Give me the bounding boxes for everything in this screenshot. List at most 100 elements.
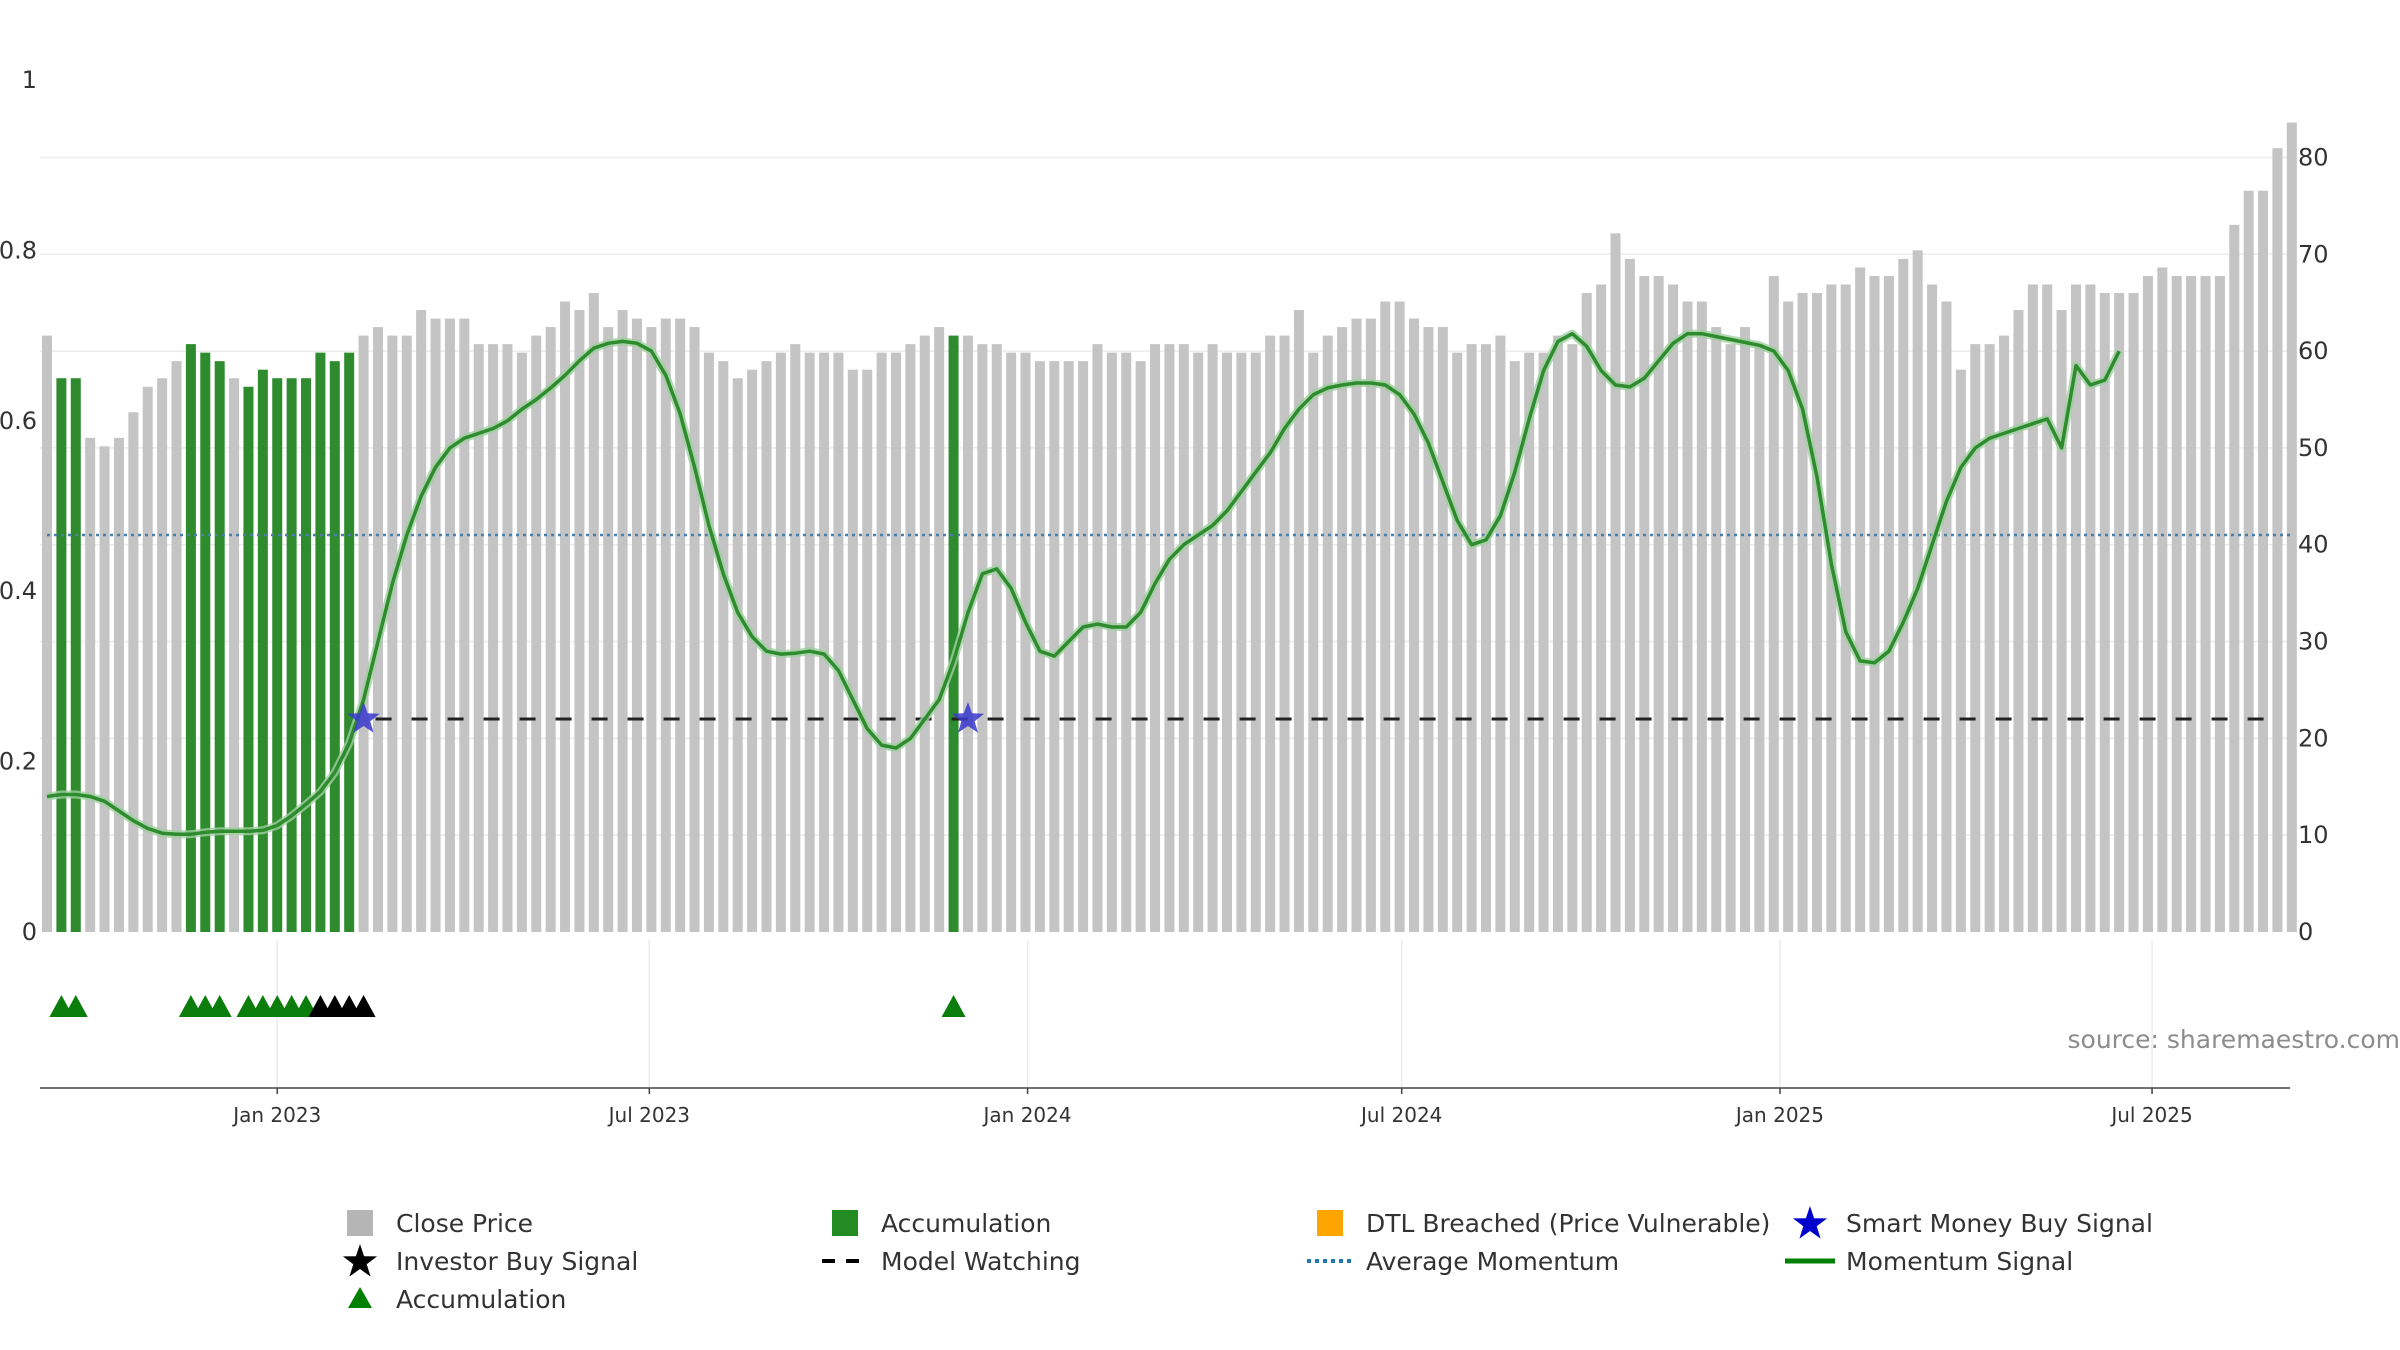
close-price-bar	[862, 369, 873, 932]
close-price-bar	[560, 301, 571, 932]
close-price-bar	[1308, 352, 1319, 932]
legend-item: Accumulation	[330, 1281, 566, 1317]
x-tick-label: Jan 2025	[1734, 1103, 1824, 1127]
close-price-bar	[85, 437, 96, 932]
close-price-bar	[401, 335, 412, 933]
price-bars	[42, 122, 2297, 933]
accumulation-bar	[315, 352, 326, 932]
close-price-bar	[1164, 344, 1175, 932]
accumulation-bar	[214, 361, 225, 932]
close-price-bar	[1826, 284, 1837, 933]
close-price-bar	[1754, 344, 1765, 932]
close-price-bar	[790, 344, 801, 932]
close-price-bar	[631, 318, 642, 932]
close-price-bar	[1783, 301, 1794, 932]
right-axis-label: 0	[2298, 918, 2313, 946]
close-price-bar	[430, 318, 441, 932]
accumulation-marker	[63, 995, 88, 1017]
close-price-bar	[977, 344, 988, 932]
close-price-bar	[804, 352, 815, 932]
close-price-bar	[1509, 361, 1520, 932]
close-price-bar	[732, 378, 743, 932]
close-price-bar	[1552, 335, 1563, 933]
accumulation-marker	[207, 995, 232, 1017]
legend-item: Investor Buy Signal	[330, 1243, 638, 1279]
close-price-bar	[1265, 335, 1276, 933]
close-price-bar	[819, 352, 830, 932]
legend-item: Accumulation	[815, 1205, 1051, 1241]
right-axis-label: 80	[2298, 143, 2329, 171]
close-price-bar	[703, 352, 714, 932]
legend-symbol	[330, 1205, 390, 1241]
close-price-bar	[2056, 310, 2067, 932]
momentum-signal-line	[46, 331, 2121, 836]
legend-label: Investor Buy Signal	[396, 1246, 639, 1276]
close-price-bar	[2171, 275, 2182, 933]
accumulation-bar	[344, 352, 355, 932]
close-price-bar	[1624, 258, 1635, 932]
close-price-bar	[1984, 344, 1995, 932]
accumulation-bar	[243, 386, 254, 933]
close-price-bar	[1927, 284, 1938, 933]
close-price-bar	[1883, 275, 1894, 933]
close-price-bar	[1365, 318, 1376, 932]
close-price-bar	[1351, 318, 1362, 932]
close-price-bar	[1682, 301, 1693, 932]
close-price-bar	[747, 369, 758, 932]
chart-legend: Close Price Accumulation DTL Breached (Pri…	[0, 1205, 2400, 1335]
accumulation-bar	[200, 352, 211, 932]
close-price-bar	[2114, 293, 2125, 932]
close-price-bar	[2243, 190, 2254, 932]
x-tick-label: Jan 2024	[982, 1103, 1072, 1127]
legend-label: Momentum Signal	[1846, 1246, 2074, 1276]
close-price-bar	[1322, 335, 1333, 933]
close-price-bar	[1495, 335, 1506, 933]
legend-symbol	[330, 1281, 390, 1317]
close-price-bar	[1768, 275, 1779, 933]
close-price-bar	[1078, 361, 1089, 932]
accumulation-bar	[70, 378, 81, 932]
close-price-bar	[905, 344, 916, 932]
close-price-bar	[358, 335, 369, 933]
close-price-bar	[1106, 352, 1117, 932]
close-price-bar	[2186, 275, 2197, 933]
close-price-bar	[2070, 284, 2081, 933]
left-axis-label: 0.4	[0, 577, 37, 605]
close-price-bar	[1740, 327, 1751, 933]
close-price-bar	[2128, 293, 2139, 932]
close-price-bar	[444, 318, 455, 932]
close-price-bar	[1135, 361, 1146, 932]
accumulation-bar	[257, 369, 268, 932]
legend-item: Momentum Signal	[1780, 1243, 2073, 1279]
legend-item: Average Momentum	[1300, 1243, 1619, 1279]
close-price-bar	[113, 437, 124, 932]
close-price-bar	[1236, 352, 1247, 932]
close-price-bar	[689, 327, 700, 933]
close-price-bar	[847, 369, 858, 932]
close-price-bar	[1380, 301, 1391, 932]
close-price-bar	[919, 335, 930, 933]
close-price-bar	[1452, 352, 1463, 932]
close-price-bar	[1610, 233, 1621, 933]
right-axis-label: 40	[2298, 531, 2329, 559]
legend-symbol	[330, 1243, 390, 1279]
overlay-lines	[46, 329, 2292, 839]
accumulation-bar	[185, 344, 196, 932]
right-axis-label: 60	[2298, 337, 2329, 365]
legend-symbol	[1780, 1205, 1840, 1241]
close-price-bar	[1466, 344, 1477, 932]
legend-label: Close Price	[396, 1208, 534, 1238]
left-axis-label: 0.8	[0, 236, 37, 264]
smart-money-buy-marker	[951, 702, 985, 733]
close-price-bar	[2042, 284, 2053, 933]
close-price-bar	[588, 293, 599, 932]
legend-label: Accumulation	[881, 1208, 1052, 1238]
left-axis-label: 0.6	[0, 407, 37, 435]
close-price-bar	[1955, 369, 1966, 932]
left-axis-label: 0	[22, 918, 37, 946]
close-price-bar	[2214, 275, 2225, 933]
close-price-bar	[1524, 352, 1535, 932]
close-price-bar	[2157, 267, 2168, 932]
close-price-bar	[1898, 258, 1909, 932]
close-price-bar	[488, 344, 499, 932]
